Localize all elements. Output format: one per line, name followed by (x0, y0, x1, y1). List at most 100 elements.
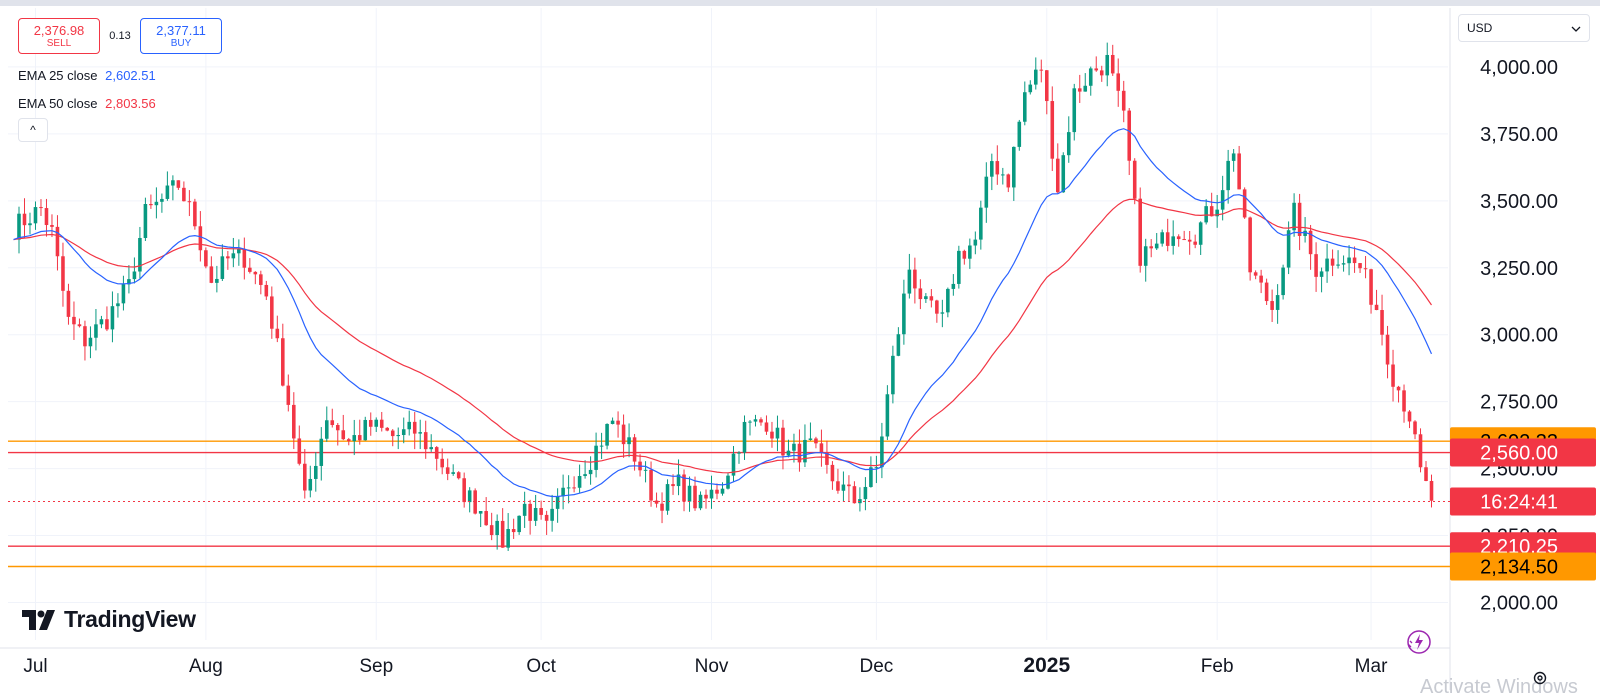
currency-selector[interactable]: USD (1458, 14, 1590, 42)
candle-body (891, 355, 895, 395)
currency-label: USD (1467, 21, 1493, 35)
candle-body (352, 435, 357, 442)
lightning-icon[interactable] (1405, 628, 1433, 656)
sell-button[interactable]: 2,376.98 SELL (18, 18, 100, 54)
candle-body (143, 204, 148, 238)
candle-body (105, 319, 109, 330)
candle-body (297, 438, 302, 464)
ema25-legend[interactable]: EMA 25 close 2,602.51 (18, 68, 156, 83)
candle-body (1034, 69, 1038, 85)
candle-body (1336, 264, 1340, 266)
candle-body (720, 488, 725, 494)
ema-25-line (13, 128, 1433, 498)
candle-body (121, 284, 126, 304)
candle-body (726, 475, 730, 489)
candle-body (682, 474, 686, 502)
candle-body (1286, 230, 1291, 268)
candle-body (709, 489, 714, 499)
candle-body (715, 489, 719, 494)
candle-body (561, 487, 565, 497)
candle-body (863, 486, 868, 500)
candle-body (357, 435, 362, 441)
candle-body (462, 478, 466, 503)
candle-body (1259, 275, 1263, 283)
candle-body (39, 207, 43, 209)
time-axis: Jul Aug Sep Oct Nov Dec 2025 Feb Mar (23, 654, 1388, 677)
candle-body (330, 420, 335, 426)
candle-body (649, 469, 653, 501)
candle-body (973, 239, 978, 246)
candle-body (1303, 230, 1307, 236)
candle-body (1424, 467, 1428, 481)
candle-body (594, 445, 598, 470)
price-axis-label: 2,134.50 (1450, 552, 1596, 581)
candle-body (1099, 70, 1104, 76)
candle-body (1275, 295, 1280, 310)
ema50-legend[interactable]: EMA 50 close 2,803.56 (18, 96, 156, 111)
candle-body (968, 245, 972, 259)
candle-body (1352, 257, 1357, 264)
candle-body (841, 484, 846, 491)
candle-body (1413, 421, 1417, 435)
ema-50-line (13, 198, 1432, 474)
candle-body (204, 250, 208, 267)
candle-body (1330, 258, 1335, 266)
candle-body (165, 185, 170, 199)
candle-body (187, 201, 192, 203)
candle-body (1281, 267, 1285, 296)
candle-body (341, 430, 346, 440)
candle-body (1006, 174, 1011, 188)
candle-body (731, 453, 736, 476)
candle-body (1231, 153, 1236, 161)
candle-body (825, 452, 829, 465)
candle-body (654, 500, 659, 504)
candle-body (418, 432, 422, 434)
candle-body (473, 490, 477, 514)
candle-body (401, 429, 406, 436)
tradingview-logo[interactable]: TradingView (22, 606, 196, 633)
candle-body (1182, 239, 1186, 241)
time-tick-label: Dec (859, 656, 893, 677)
buy-button[interactable]: 2,377.11 BUY (140, 18, 222, 54)
candle-body (456, 472, 461, 479)
candle-body (775, 427, 780, 439)
collapse-legend-button[interactable]: ^ (18, 118, 48, 142)
price-axis-label-text: 16:24:41 (1480, 492, 1558, 514)
candle-body (335, 425, 340, 431)
candle-body (946, 288, 950, 313)
candle-body (1171, 236, 1175, 246)
candle-body (1363, 268, 1368, 270)
candle-body (149, 204, 153, 206)
tradingview-wordmark: TradingView (64, 606, 196, 632)
candle-body (385, 427, 390, 431)
candle-body (1132, 160, 1137, 199)
candle-body (176, 180, 181, 188)
candle-body (1270, 301, 1274, 310)
candle-body (22, 213, 27, 226)
candle-body (990, 161, 994, 177)
candle-body (929, 296, 934, 301)
candle-body (1072, 88, 1077, 133)
candle-body (781, 427, 785, 456)
candle-body (182, 187, 186, 202)
candle-body (797, 443, 802, 463)
candle-body (1017, 121, 1022, 147)
candle-body (215, 278, 219, 283)
candle-body (605, 423, 609, 446)
candle-body (264, 284, 269, 297)
candle-body (643, 469, 648, 471)
candle-body (248, 267, 252, 272)
candle-body (28, 223, 32, 226)
candle-body (1204, 206, 1208, 223)
price-tick-label: 3,250.00 (1480, 258, 1558, 280)
candle-body (1116, 73, 1121, 91)
price-tick-label: 2,750.00 (1480, 392, 1558, 414)
candle-body (621, 424, 626, 445)
settings-gear-icon[interactable] (1532, 670, 1548, 686)
candle-body (1253, 272, 1258, 276)
candle-body (913, 269, 917, 289)
candle-body (1039, 69, 1044, 71)
candle-body (544, 514, 549, 521)
candle-body (748, 421, 752, 423)
